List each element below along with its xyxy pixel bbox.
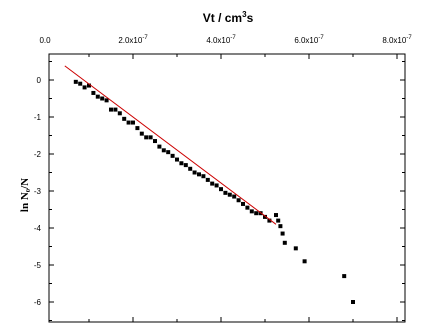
data-point	[131, 120, 135, 125]
data-point	[91, 90, 96, 95]
data-point	[192, 170, 197, 175]
data-point	[302, 259, 307, 264]
y-tick-label: -5	[34, 261, 42, 270]
x-tick-label: 2.0x10-7	[118, 35, 148, 45]
data-point	[95, 94, 100, 99]
data-point	[351, 300, 355, 304]
data-point	[161, 148, 166, 153]
data-point	[263, 214, 267, 219]
data-point	[276, 218, 281, 223]
series-layer	[64, 65, 355, 304]
data-point	[254, 211, 259, 216]
x-tick-label: 8.0x10-7	[382, 35, 412, 45]
data-point	[278, 224, 283, 229]
fit-line	[64, 65, 277, 225]
data-point	[73, 79, 78, 84]
y-axis-ticks: 0 -1 -2 -3 -4 -5 -6	[34, 61, 405, 321]
data-point	[183, 163, 188, 168]
data-point	[179, 161, 184, 166]
data-point	[144, 135, 149, 140]
data-point	[157, 144, 162, 149]
data-point	[274, 213, 278, 218]
data-point	[148, 135, 153, 140]
data-point	[214, 183, 219, 188]
y-tick-label: -3	[34, 187, 42, 196]
y-tick-label: -1	[34, 113, 42, 122]
data-point	[109, 107, 113, 112]
data-point	[113, 107, 118, 112]
y-tick-label: -2	[34, 150, 42, 159]
data-point	[166, 150, 171, 155]
y-axis-title: ln N₀/N	[19, 178, 31, 212]
data-point	[236, 198, 241, 203]
data-point	[175, 157, 179, 162]
x-axis-ticks: 0.0 2.0x10-7 4.0x10-7 6.0x10-7 8.0x10-7	[39, 35, 412, 322]
data-point	[280, 231, 285, 236]
data-point	[78, 81, 83, 86]
data-point	[104, 98, 109, 103]
data-point	[223, 190, 228, 195]
data-point	[205, 177, 210, 182]
data-point	[117, 111, 122, 116]
data-point	[293, 246, 298, 251]
y-tick-label: 0	[37, 76, 42, 85]
data-point	[241, 201, 245, 206]
data-point	[210, 181, 215, 186]
data-point	[267, 218, 272, 223]
data-point	[82, 85, 87, 90]
data-point	[139, 131, 144, 136]
data-point	[342, 274, 347, 279]
data-point	[100, 96, 105, 101]
x-axis-title: Vt / cm3s	[203, 10, 254, 25]
y-tick-label: -4	[34, 224, 42, 233]
data-point	[219, 187, 223, 192]
data-point	[232, 194, 237, 199]
data-point	[135, 126, 140, 131]
data-point	[170, 153, 175, 158]
data-point	[201, 174, 206, 179]
data-point	[197, 172, 201, 177]
data-point	[282, 240, 287, 245]
data-point	[126, 120, 131, 125]
x-tick-label: 0.0	[39, 36, 51, 45]
data-point	[227, 192, 232, 197]
x-tick-label: 6.0x10-7	[294, 35, 324, 45]
plot-frame	[48, 53, 406, 323]
data-point	[87, 83, 91, 88]
data-point	[245, 205, 250, 210]
data-point	[122, 116, 127, 121]
data-point	[249, 209, 254, 214]
x-tick-label: 4.0x10-7	[206, 35, 236, 45]
data-point	[188, 166, 193, 171]
y-tick-label: -6	[34, 298, 42, 307]
data-point	[153, 139, 157, 144]
